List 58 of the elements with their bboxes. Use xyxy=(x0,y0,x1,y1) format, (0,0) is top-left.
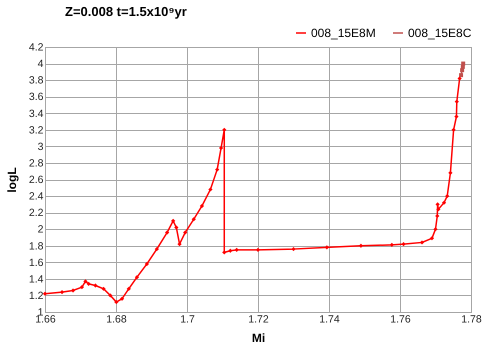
point xyxy=(154,246,159,252)
y-tick-label: 3.2 xyxy=(28,124,44,136)
y-tick-label: 1.2 xyxy=(28,290,44,302)
point xyxy=(126,286,131,291)
point xyxy=(80,285,84,290)
x-axis-title: Mi xyxy=(252,331,266,345)
y-tick-label: 3 xyxy=(38,140,44,153)
y-tick-label: 2.2 xyxy=(28,207,44,220)
point xyxy=(86,282,91,286)
point xyxy=(436,202,440,206)
point xyxy=(228,248,232,253)
point xyxy=(114,300,118,304)
x-tick-label: 1.76 xyxy=(390,314,411,326)
x-tick-label: 1.7 xyxy=(180,314,195,326)
point xyxy=(192,217,196,222)
point xyxy=(458,76,462,81)
y-tick-label: 4 xyxy=(38,58,44,70)
point xyxy=(144,262,150,266)
y-tick-label: 2.8 xyxy=(28,157,44,170)
point xyxy=(222,128,226,132)
y-tick-label: 1.4 xyxy=(28,273,44,286)
y-tick-label: 2.6 xyxy=(28,174,44,186)
point xyxy=(451,128,456,132)
y-tick-label: 4.2 xyxy=(28,42,44,54)
x-tick-label: 1.72 xyxy=(248,314,269,326)
point xyxy=(108,293,112,298)
y-tick-label: 3.6 xyxy=(28,91,44,104)
point xyxy=(215,167,220,172)
legend-label: 008_15E8M xyxy=(311,26,376,40)
y-tick-label: 1.6 xyxy=(28,256,44,269)
legend-label: 008_15E8C xyxy=(408,26,472,40)
point xyxy=(390,242,394,248)
point xyxy=(101,286,106,291)
x-tick-label: 1.74 xyxy=(319,314,340,326)
point xyxy=(461,62,466,66)
y-tick-label: 3.8 xyxy=(28,74,44,87)
y-axis-title: logL xyxy=(4,167,19,193)
point xyxy=(448,170,453,175)
point xyxy=(234,248,239,252)
point xyxy=(324,245,329,250)
point xyxy=(83,279,88,284)
point xyxy=(208,187,213,192)
point xyxy=(165,230,170,235)
point xyxy=(420,240,424,245)
chart-title: Z=0.008 t=1.5x10⁹yr xyxy=(65,4,187,19)
y-tick-label: 1.8 xyxy=(28,240,44,252)
point xyxy=(93,283,98,288)
point xyxy=(218,146,224,150)
point xyxy=(256,248,260,252)
x-tick-label: 1.78 xyxy=(461,314,482,326)
x-tick-label: 1.68 xyxy=(106,314,127,326)
point xyxy=(459,73,464,78)
y-tick-label: 3.4 xyxy=(28,108,44,120)
point xyxy=(200,204,204,208)
point xyxy=(60,290,64,294)
point xyxy=(171,218,176,224)
y-tick-label: 2 xyxy=(38,224,44,236)
y-tick-label: 2.4 xyxy=(28,190,44,203)
